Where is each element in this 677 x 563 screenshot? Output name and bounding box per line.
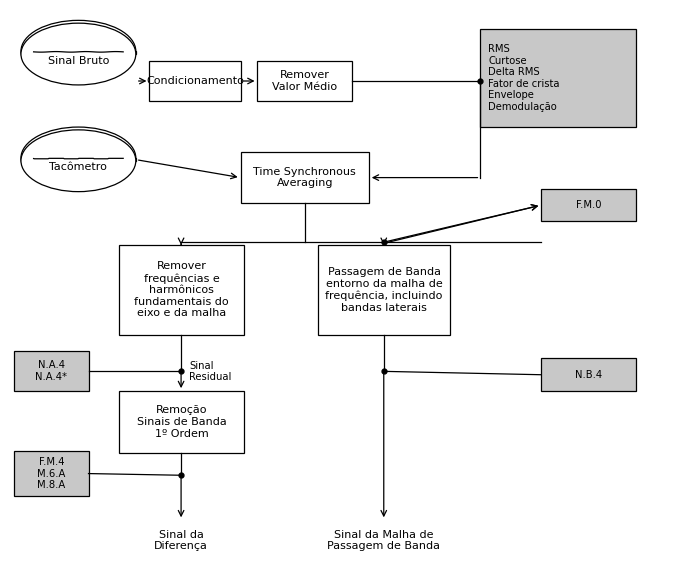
Ellipse shape [21,130,136,191]
FancyBboxPatch shape [541,189,636,221]
FancyBboxPatch shape [119,391,244,453]
FancyBboxPatch shape [481,29,636,127]
FancyBboxPatch shape [14,451,89,496]
FancyBboxPatch shape [240,153,369,203]
Text: Sinal Bruto: Sinal Bruto [47,56,109,66]
Text: Sinal
Residual: Sinal Residual [189,360,232,382]
Text: N.A.4
N.A.4*: N.A.4 N.A.4* [35,360,68,382]
Bar [21,51,136,54]
Ellipse shape [21,20,136,82]
FancyBboxPatch shape [318,245,450,335]
Text: Passagem de Banda
entorno da malha de
frequência, incluindo
bandas laterais: Passagem de Banda entorno da malha de fr… [326,267,443,312]
Text: Time Synchronous
Averaging: Time Synchronous Averaging [253,167,356,189]
FancyBboxPatch shape [541,359,636,391]
Text: Remover
Valor Médio: Remover Valor Médio [272,70,337,92]
Text: Remover
frequências e
harmônicos
fundamentais do
eixo e da malha: Remover frequências e harmônicos fundame… [134,261,229,319]
Ellipse shape [21,23,136,85]
FancyBboxPatch shape [257,61,352,101]
Bar [21,158,136,161]
Text: Tacômetro: Tacômetro [49,163,108,172]
Text: RMS
Curtose
Delta RMS
Fator de crista
Envelope
Demodulação: RMS Curtose Delta RMS Fator de crista En… [489,44,560,112]
Text: N.B.4: N.B.4 [575,370,602,379]
Text: F.M.4
M.6.A
M.8.A: F.M.4 M.6.A M.8.A [37,457,66,490]
Text: Sinal da
Diferença: Sinal da Diferença [154,530,208,551]
Text: Condicionamento: Condicionamento [146,76,244,86]
Text: F.M.0: F.M.0 [575,200,601,210]
Text: Remoção
Sinais de Banda
1º Ordem: Remoção Sinais de Banda 1º Ordem [137,405,226,439]
Text: Sinal da Malha de
Passagem de Banda: Sinal da Malha de Passagem de Banda [327,530,440,551]
FancyBboxPatch shape [119,245,244,335]
FancyBboxPatch shape [14,351,89,391]
FancyBboxPatch shape [150,61,240,101]
Ellipse shape [21,127,136,189]
